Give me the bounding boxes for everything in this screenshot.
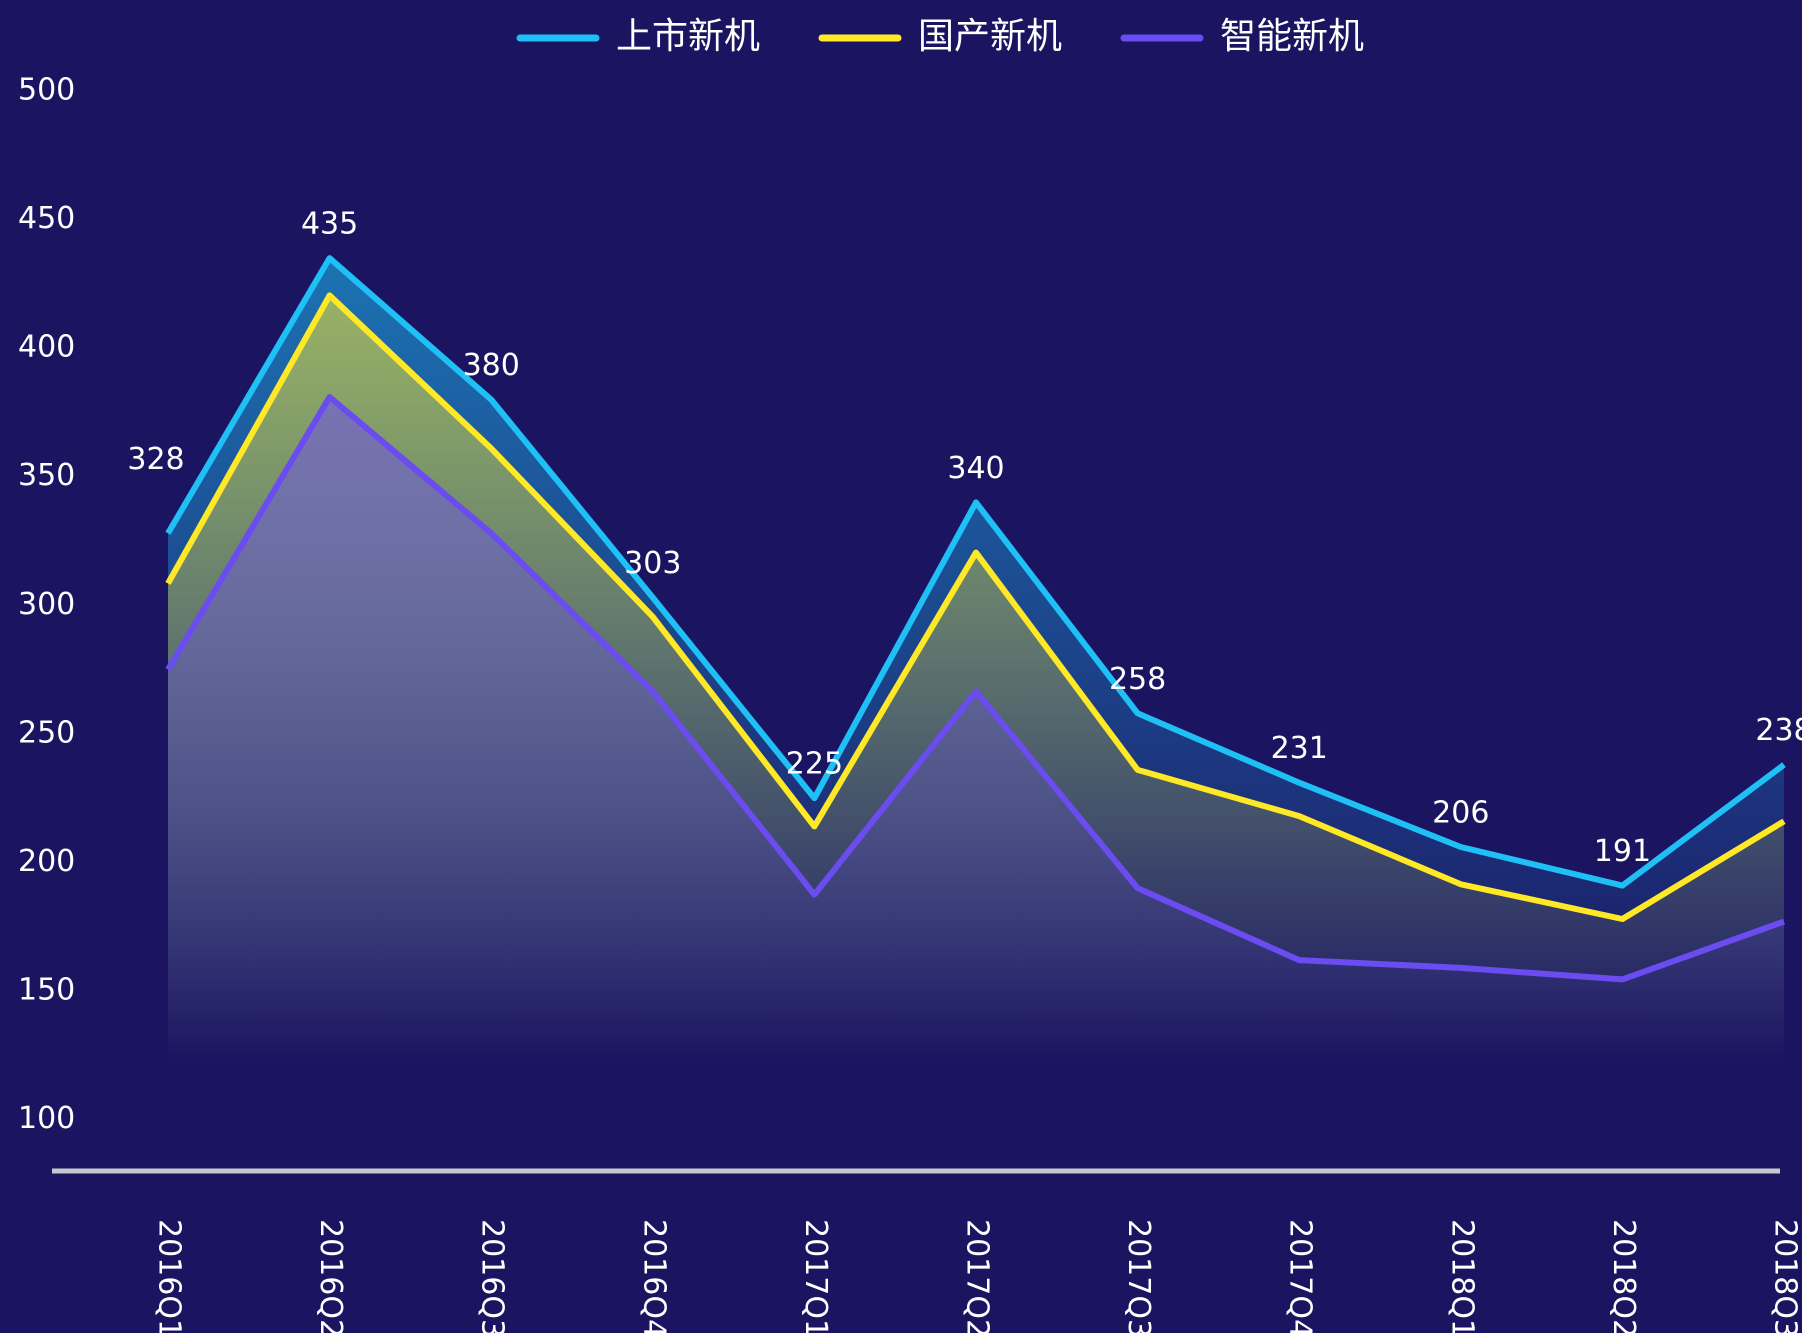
x-tick-label: 2018Q3 [1768,1219,1802,1333]
data-label: 191 [1594,834,1651,869]
line [165,255,1786,889]
y-tick-label: 350 [18,458,75,493]
line [165,292,1786,922]
data-label: 328 [127,442,184,477]
x-tick-label: 2017Q4 [1283,1219,1318,1333]
data-label: 258 [1109,662,1166,697]
data-label: 435 [301,207,358,242]
x-tick-label: 2017Q3 [1121,1219,1156,1333]
y-tick-label: 100 [18,1101,75,1136]
y-tick-label: 250 [18,715,75,750]
x-tick-label: 2016Q4 [636,1219,671,1333]
x-tick-label: 2018Q2 [1606,1219,1641,1333]
data-label: 238 [1755,713,1802,748]
x-tick-label: 2016Q1 [152,1219,187,1333]
data-label: 340 [947,451,1004,486]
x-tick-label: 2018Q1 [1444,1219,1479,1333]
data-label: 380 [463,348,520,383]
data-label: 303 [624,546,681,581]
x-tick-label: 2017Q2 [960,1219,995,1333]
y-tick-label: 200 [18,844,75,879]
line [165,394,1786,983]
data-label: 225 [786,747,843,782]
area [168,397,1784,1061]
data-label: 231 [1271,731,1328,766]
x-tick-label: 2016Q2 [313,1219,348,1333]
data-label: 206 [1432,796,1489,831]
y-tick-label: 500 [18,73,75,108]
x-tick-label: 2016Q3 [475,1219,510,1333]
legend-label: 智能新机 [1220,16,1364,57]
y-tick-label: 300 [18,587,75,622]
x-tick-label: 2017Q1 [798,1219,833,1333]
y-tick-label: 400 [18,330,75,365]
y-tick-label: 150 [18,973,75,1008]
y-tick-label: 450 [18,201,75,236]
legend-label: 上市新机 [616,16,760,57]
legend-label: 国产新机 [918,16,1062,57]
